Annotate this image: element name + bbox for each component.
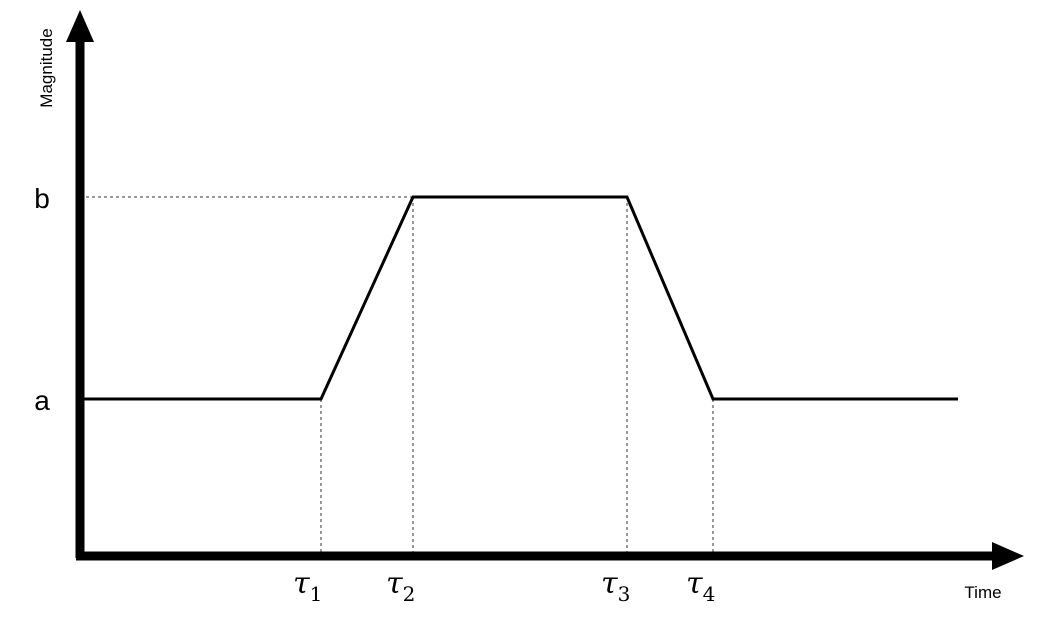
level-label-a: a — [34, 385, 50, 416]
magnitude-profile-line — [84, 195, 958, 401]
tau4-label: τ4 — [686, 566, 715, 606]
y-axis-label: Magnitude — [37, 28, 56, 107]
tau2-label: τ2 — [386, 566, 415, 606]
x-axis-label: Time — [964, 583, 1001, 602]
x-axis-arrowhead — [992, 542, 1024, 570]
tau1-label: τ1 — [293, 566, 322, 606]
tau3-label: τ3 — [601, 566, 630, 606]
level-label-b: b — [34, 183, 50, 214]
y-axis-arrowhead — [66, 10, 94, 42]
